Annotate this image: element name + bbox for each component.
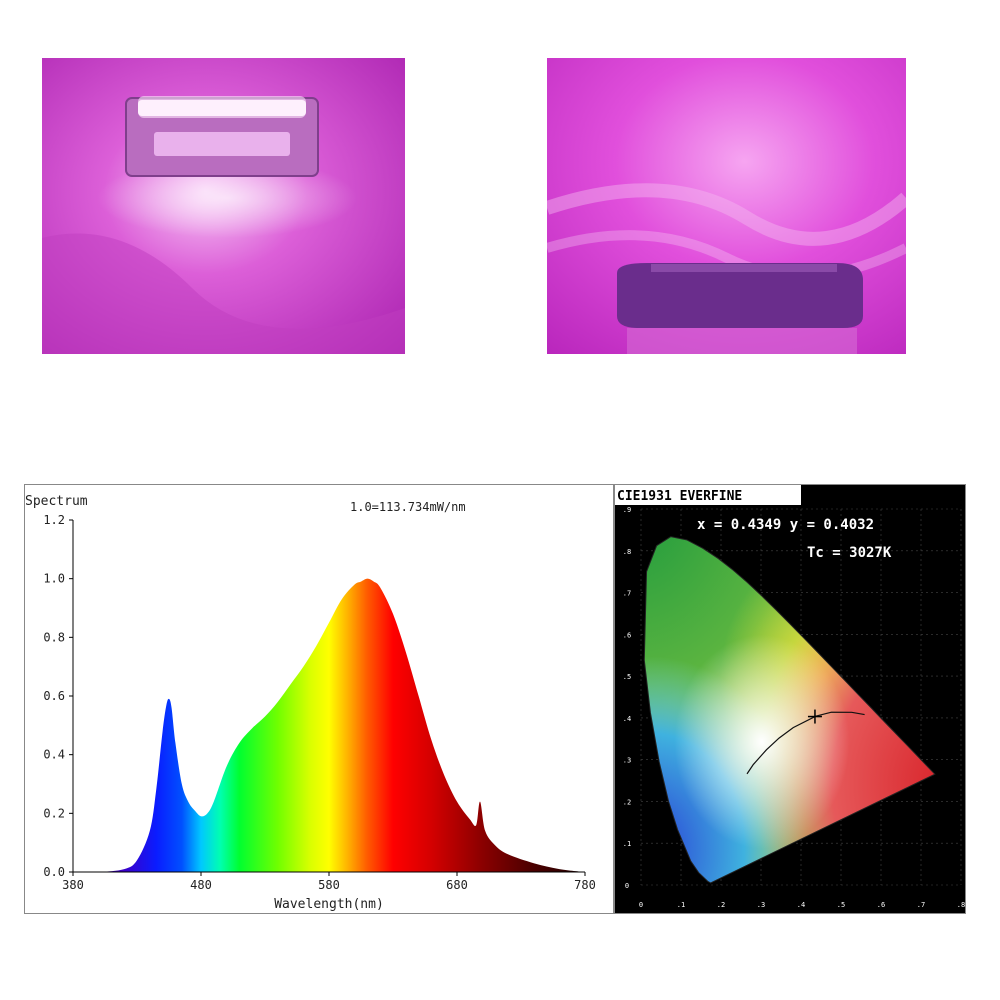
cie-y-tick-label: .3 bbox=[623, 757, 631, 765]
cie-x-tick-label: .1 bbox=[677, 901, 685, 909]
cie-planckian-locus bbox=[746, 711, 865, 775]
spectrum-title: Spectrum bbox=[25, 494, 88, 509]
cie-x-tick-label: .6 bbox=[877, 901, 885, 909]
y-tick-label: 0.8 bbox=[43, 630, 65, 644]
cie-y-tick-label: .5 bbox=[623, 673, 631, 681]
y-tick-label: 1.2 bbox=[43, 513, 65, 527]
cie-x-tick-label: .8 bbox=[957, 901, 965, 909]
y-tick-label: 1.0 bbox=[43, 572, 65, 586]
y-tick-label: 0.6 bbox=[43, 689, 65, 703]
cie-x-tick-label: .2 bbox=[717, 901, 725, 909]
grow-light-photo-back bbox=[547, 58, 906, 354]
cie-y-tick-label: .7 bbox=[623, 590, 631, 598]
x-tick-label: 480 bbox=[190, 878, 212, 892]
cie-title: CIE1931 EVERFINE bbox=[617, 489, 742, 504]
x-tick-label: 580 bbox=[318, 878, 340, 892]
cie-x-tick-label: .5 bbox=[837, 901, 845, 909]
cie-measured-point bbox=[807, 709, 822, 724]
cie-x-tick-label: 0 bbox=[639, 901, 643, 909]
cie-tc-annotation: Tc = 3027K bbox=[807, 545, 892, 561]
cie1931-chart: 0 .1 .2 .3 .4 .5 .6 .7 .8 0 .1 .2 .3 .4 .5 .6 .7 .8 .9 CI… bbox=[614, 484, 966, 914]
y-tick-label: 0.2 bbox=[43, 806, 65, 820]
spectrum-chart: Spectrum 1.0=113.734mW/nm 0.0 0.2 0.4 0.6 0.… bbox=[24, 484, 614, 914]
cie-y-tick-label: .1 bbox=[623, 840, 631, 848]
x-tick-label: 780 bbox=[574, 878, 596, 892]
x-tick-label: 380 bbox=[62, 878, 84, 892]
cie-x-tick-label: .7 bbox=[917, 901, 925, 909]
spectrum-xlabel: Wavelength(nm) bbox=[274, 897, 384, 912]
spectrum-area bbox=[73, 578, 585, 872]
cie-y-tick-label: .4 bbox=[623, 715, 631, 723]
y-tick-label: 0.4 bbox=[43, 748, 65, 762]
grow-light-photo-front bbox=[42, 58, 405, 354]
x-tick-label: 680 bbox=[446, 878, 468, 892]
cie-y-tick-label: 0 bbox=[625, 882, 629, 890]
cie-y-tick-label: .2 bbox=[623, 798, 631, 806]
cie-y-tick-label: .8 bbox=[623, 548, 631, 556]
cie-y-tick-label: .6 bbox=[623, 631, 631, 639]
y-tick-label: 0.0 bbox=[43, 865, 65, 879]
cie-x-tick-label: .4 bbox=[797, 901, 805, 909]
cie-x-tick-label: .3 bbox=[757, 901, 765, 909]
cie-y-tick-label: .9 bbox=[623, 506, 631, 514]
cie-xy-annotation: x = 0.4349 y = 0.4032 bbox=[697, 517, 874, 533]
spectrum-subtitle: 1.0=113.734mW/nm bbox=[350, 500, 466, 514]
cie-spectral-locus bbox=[643, 536, 936, 884]
